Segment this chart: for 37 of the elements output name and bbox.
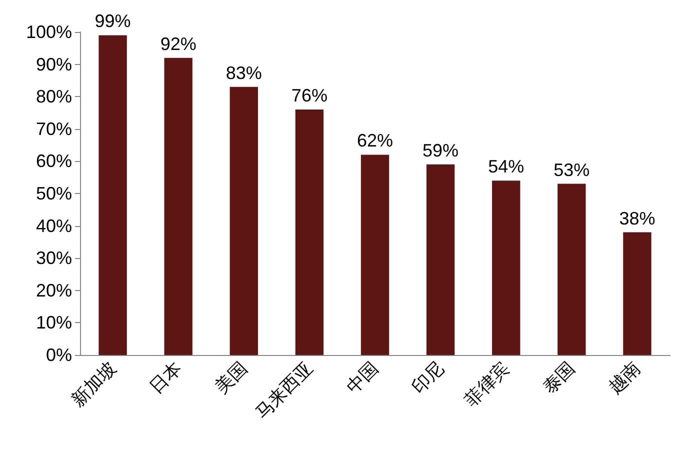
x-tick-label: 美国 — [211, 358, 251, 398]
bar — [558, 184, 586, 355]
y-tick-label: 100% — [26, 22, 72, 42]
bar — [98, 35, 127, 355]
bar — [164, 58, 192, 355]
x-tick-label: 越南 — [604, 358, 644, 398]
data-label: 54% — [488, 156, 524, 177]
bar — [230, 86, 258, 355]
x-tick-label: 中国 — [342, 358, 382, 398]
y-tick-label: 20% — [36, 280, 72, 300]
y-tick-label: 10% — [36, 312, 72, 333]
bar — [426, 164, 455, 355]
bar — [623, 232, 652, 355]
x-tick-label: 日本 — [146, 358, 186, 398]
y-tick-label: 0% — [46, 345, 72, 365]
x-tick-label: 菲律宾 — [460, 358, 514, 410]
data-label: 53% — [554, 160, 590, 180]
data-label: 76% — [291, 86, 328, 106]
y-tick-label: 40% — [36, 216, 72, 236]
y-tick-label: 70% — [36, 118, 72, 139]
data-label: 92% — [160, 34, 196, 54]
bar — [492, 180, 520, 355]
y-tick-label: 50% — [36, 184, 72, 204]
bar — [360, 154, 390, 355]
x-tick-label: 印尼 — [408, 358, 448, 398]
data-label: 59% — [422, 140, 459, 160]
y-tick-label: 30% — [36, 248, 72, 268]
y-tick-label: 90% — [36, 54, 72, 74]
bar — [295, 110, 324, 355]
data-label: 38% — [619, 208, 656, 228]
y-tick-label: 80% — [36, 86, 72, 107]
x-tick-label: 马来西亚 — [251, 358, 317, 423]
data-label: 99% — [94, 11, 131, 32]
data-label: 83% — [226, 62, 262, 83]
y-tick-label: 60% — [36, 151, 72, 172]
x-tick-label: 泰国 — [539, 358, 579, 398]
data-label: 62% — [356, 130, 394, 151]
